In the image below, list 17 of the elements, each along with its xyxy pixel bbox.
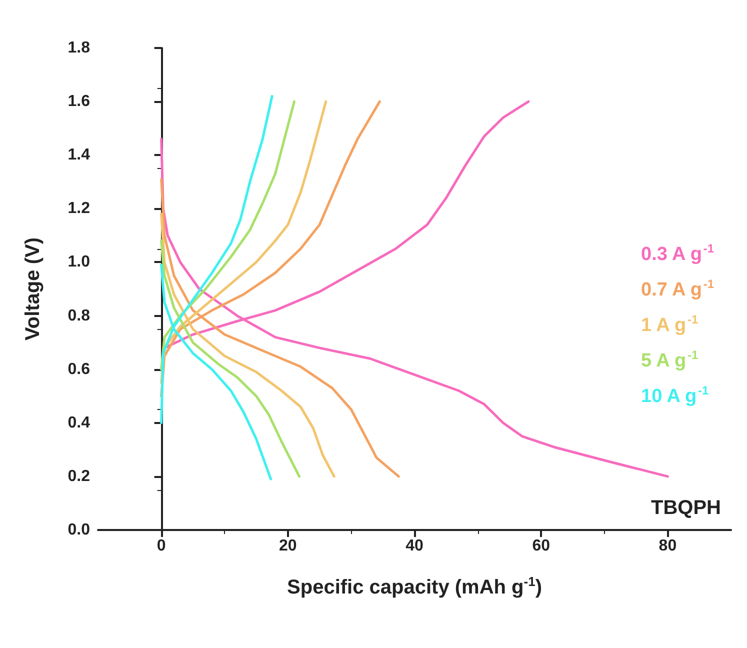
y-tick-label: 1.6 <box>68 93 90 110</box>
y-tick-label: 0.0 <box>68 522 90 538</box>
x-tick-label: 0 <box>156 538 166 554</box>
y-tick-label: 0.8 <box>68 307 90 324</box>
y-axis-title: Voltage (V) <box>22 238 44 340</box>
y-tick-label: 0.6 <box>68 360 90 378</box>
y-tick-label: 0.2 <box>68 468 90 485</box>
x-tick-label: 60 <box>532 538 550 554</box>
y-tick-label: 0.4 <box>68 414 90 432</box>
y-tick-label: 1.8 <box>68 40 90 56</box>
y-tick-label: 1.4 <box>68 146 90 164</box>
y-tick-label: 1.2 <box>68 200 90 218</box>
x-tick-label: 40 <box>406 538 424 554</box>
x-tick-label: 80 <box>658 538 677 554</box>
y-tick-label: 1.0 <box>68 254 90 271</box>
x-tick-label: 20 <box>279 538 297 554</box>
annotation: TBQPH <box>651 497 721 519</box>
